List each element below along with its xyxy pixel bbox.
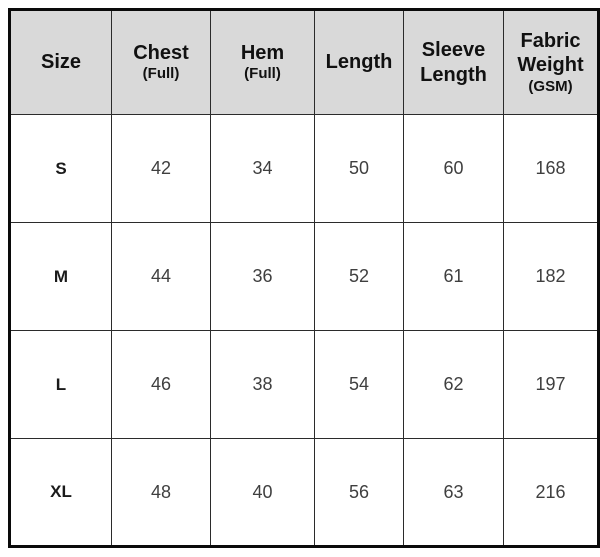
column-header-length: Length: [314, 9, 404, 115]
chest-value: 46: [111, 330, 211, 439]
column-header-chest: Chest (Full): [111, 9, 211, 115]
table-row-xl: XL 48 40 56 63 216: [9, 438, 599, 547]
chest-value: 48: [111, 438, 211, 547]
chest-value: 42: [111, 114, 211, 223]
column-header-label: Length: [325, 51, 393, 74]
fabric-weight-value: 216: [503, 438, 599, 547]
sleeve-length-value: 63: [403, 438, 504, 547]
table-row-l: L 46 38 54 62 197: [9, 330, 599, 439]
fabric-weight-value: 182: [503, 222, 599, 331]
sleeve-length-value: 60: [403, 114, 504, 223]
table-row-m: M 44 36 52 61 182: [9, 222, 599, 331]
hem-value: 34: [210, 114, 315, 223]
fabric-weight-value: 168: [503, 114, 599, 223]
column-header-sublabel: (Full): [244, 65, 281, 83]
column-header-label: Chest: [133, 41, 189, 64]
column-header-sublabel: (Full): [142, 65, 180, 83]
column-header-sleeve-length: Sleeve Length: [403, 9, 504, 115]
sleeve-length-value: 62: [403, 330, 504, 439]
length-value: 50: [314, 114, 404, 223]
column-header-sublabel: (GSM): [528, 77, 573, 95]
length-value: 56: [314, 438, 404, 547]
column-header-label: Sleeve Length: [420, 39, 487, 86]
sleeve-length-value: 61: [403, 222, 504, 331]
hem-value: 36: [210, 222, 315, 331]
column-header-size: Size: [9, 9, 112, 115]
column-header-hem: Hem (Full): [210, 9, 315, 115]
fabric-weight-value: 197: [503, 330, 599, 439]
header-row: Size Chest (Full) Hem (Full) Length Slee…: [9, 9, 599, 115]
size-chart-table: Size Chest (Full) Hem (Full) Length Slee…: [8, 8, 600, 548]
size-cell: M: [9, 222, 112, 331]
column-header-label: Size: [40, 51, 82, 74]
size-cell: L: [9, 330, 112, 439]
column-header-label: Fabric Weight: [517, 29, 584, 77]
length-value: 52: [314, 222, 404, 331]
size-cell: S: [9, 114, 112, 223]
column-header-fabric-weight: Fabric Weight (GSM): [503, 9, 599, 115]
chest-value: 44: [111, 222, 211, 331]
size-cell: XL: [9, 438, 112, 547]
hem-value: 40: [210, 438, 315, 547]
table-row-s: S 42 34 50 60 168: [9, 114, 599, 223]
length-value: 54: [314, 330, 404, 439]
column-header-label: Hem: [240, 41, 285, 64]
hem-value: 38: [210, 330, 315, 439]
